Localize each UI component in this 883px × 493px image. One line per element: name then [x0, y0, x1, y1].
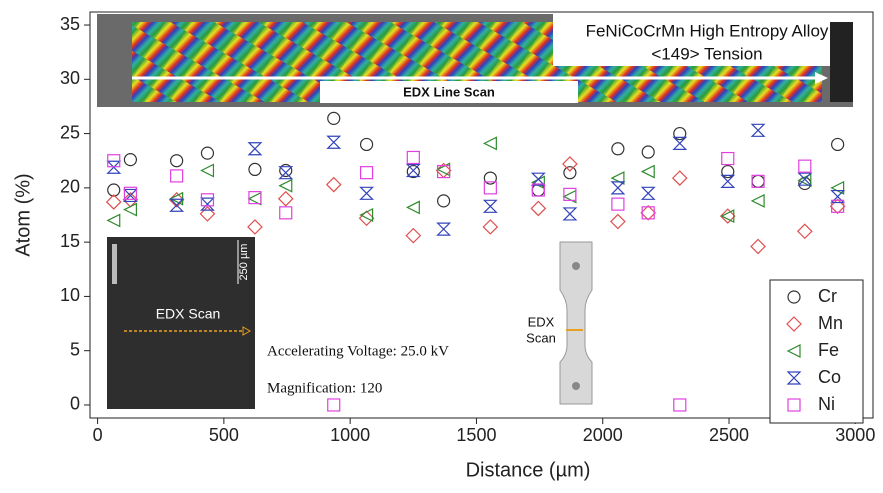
data-point — [752, 175, 764, 187]
data-point — [642, 146, 654, 158]
data-point — [484, 137, 496, 149]
data-point — [673, 171, 687, 185]
data-point — [722, 210, 734, 222]
x-tick-label: 1000 — [330, 425, 370, 445]
x-tick-label: 2500 — [709, 425, 749, 445]
data-point — [280, 180, 292, 192]
x-tick-label: 500 — [209, 425, 239, 445]
data-point — [407, 166, 419, 178]
data-point — [832, 138, 844, 150]
x-axis-label: Distance (µm) — [466, 459, 591, 481]
y-tick-label: 25 — [60, 122, 80, 142]
data-point — [612, 182, 624, 194]
y-tick-label: 20 — [60, 177, 80, 197]
data-point — [532, 173, 544, 185]
data-point — [249, 193, 261, 205]
data-point — [201, 164, 213, 176]
data-point — [171, 155, 183, 167]
legend-box — [770, 280, 863, 423]
data-point — [611, 215, 625, 229]
data-point — [248, 220, 262, 234]
legend-label: Fe — [818, 340, 839, 360]
data-point — [407, 201, 419, 213]
y-tick-label: 5 — [70, 339, 80, 359]
data-point — [751, 239, 765, 253]
data-point — [124, 204, 136, 216]
annotation: EDX — [528, 314, 555, 329]
data-point — [484, 200, 496, 212]
data-point — [641, 206, 655, 220]
data-point — [201, 198, 213, 210]
data-point — [406, 229, 420, 243]
data-point — [327, 178, 341, 192]
data-point — [438, 223, 450, 235]
data-point — [280, 207, 292, 219]
data-point — [564, 208, 576, 220]
annotation: FeNiCoCrMn High Entropy Alloy — [586, 21, 829, 40]
data-point — [612, 143, 624, 155]
data-point — [642, 166, 654, 178]
data-point — [249, 163, 261, 175]
page: {"chart_data": {"type": "scatter", "x_la… — [0, 0, 883, 493]
data-point — [752, 124, 764, 136]
data-point — [799, 160, 811, 172]
data-point — [407, 164, 419, 176]
data-point — [361, 138, 373, 150]
data-point — [752, 195, 764, 207]
data-point — [799, 174, 811, 186]
annotation: EDX Scan — [156, 306, 221, 322]
data-point — [361, 167, 373, 179]
data-point — [171, 170, 183, 182]
annotation: 250 µm — [238, 244, 250, 281]
legend-label: Ni — [818, 394, 835, 414]
sem-inset — [107, 237, 255, 409]
data-point — [108, 214, 120, 226]
data-point — [249, 143, 261, 155]
y-tick-label: 15 — [60, 231, 80, 251]
data-point — [674, 399, 686, 411]
data-point — [642, 187, 654, 199]
y-tick-label: 35 — [60, 14, 80, 34]
annotation: Accelerating Voltage: 25.0 kV — [267, 343, 449, 359]
annotation: <149> Tension — [651, 44, 762, 63]
data-point — [124, 154, 136, 166]
data-point — [564, 167, 576, 179]
data-point — [279, 192, 293, 206]
legend-label: Cr — [818, 286, 837, 306]
y-axis-label: Atom (%) — [12, 173, 34, 256]
x-tick-label: 3000 — [835, 425, 875, 445]
x-tick-label: 1500 — [456, 425, 496, 445]
data-point — [612, 198, 624, 210]
data-point — [201, 147, 213, 159]
data-point — [328, 399, 340, 411]
x-tick-label: 2000 — [583, 425, 623, 445]
y-tick-label: 30 — [60, 68, 80, 88]
annotation: Scan — [526, 330, 556, 345]
data-point — [564, 188, 576, 200]
y-tick-label: 10 — [60, 285, 80, 305]
data-point — [328, 136, 340, 148]
data-point — [483, 220, 497, 234]
data-point — [328, 112, 340, 124]
annotation: Magnification: 120 — [267, 380, 382, 396]
data-point — [642, 207, 654, 219]
annotation: EDX Line Scan — [403, 84, 495, 99]
data-point — [171, 199, 183, 211]
data-point — [722, 153, 734, 165]
specimen — [560, 242, 592, 404]
y-tick-label: 0 — [70, 394, 80, 414]
legend-label: Co — [818, 367, 841, 387]
data-point — [407, 151, 419, 163]
data-point — [531, 201, 545, 215]
legend-label: Mn — [818, 313, 843, 333]
data-point — [438, 195, 450, 207]
data-point — [798, 224, 812, 238]
data-point — [361, 187, 373, 199]
x-tick-label: 0 — [93, 425, 103, 445]
data-point — [107, 195, 121, 209]
chart: FeNiCoCrMn High Entropy Alloy <149> Tens… — [0, 0, 883, 488]
